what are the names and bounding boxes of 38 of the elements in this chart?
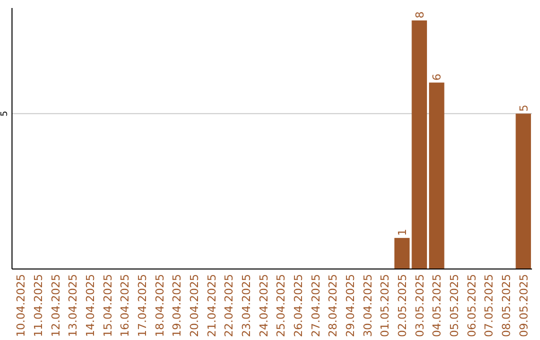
bar	[516, 114, 531, 269]
x-tick-label: 18.04.2025	[153, 274, 166, 337]
data-label: 6	[430, 74, 444, 81]
x-tick-label: 04.05.2025	[430, 274, 444, 337]
x-tick-label: 12.04.2025	[49, 274, 62, 337]
data-label: 8	[413, 11, 426, 18]
x-tick-label: 11.04.2025	[32, 274, 45, 337]
x-tick-label: 08.05.2025	[500, 274, 513, 337]
x-tick-label: 06.05.2025	[465, 274, 478, 337]
data-label: 5	[517, 104, 530, 112]
x-tick-label: 17.04.2025	[136, 274, 149, 337]
bar	[394, 238, 410, 269]
x-tick-label: 10.04.2025	[14, 274, 28, 337]
x-tick-label: 07.05.2025	[482, 274, 496, 337]
x-tick-label: 19.04.2025	[170, 274, 184, 337]
x-tick-label: 05.05.2025	[448, 274, 461, 337]
x-tick-label: 01.05.2025	[378, 274, 392, 337]
x-tick-label: 25.04.2025	[274, 274, 288, 337]
x-tick-label: 22.04.2025	[222, 274, 236, 337]
x-tick-label: 13.04.2025	[66, 274, 80, 337]
x-tick-label: 03.05.2025	[413, 274, 426, 337]
x-tick-label: 09.05.2025	[517, 274, 530, 337]
x-tick-label: 21.04.2025	[205, 274, 218, 337]
x-tick-label: 30.04.2025	[361, 274, 374, 337]
x-tick-label: 15.04.2025	[101, 274, 114, 337]
bar	[429, 82, 444, 269]
x-tick-label: 26.04.2025	[292, 274, 305, 337]
x-tick-label: 27.04.2025	[309, 274, 322, 337]
x-tick-label: 02.05.2025	[396, 274, 409, 337]
x-tick-label: 24.04.2025	[257, 274, 270, 337]
data-label: 1	[396, 228, 409, 236]
x-tick-label: 23.04.2025	[240, 274, 253, 337]
x-tick-label: 16.04.2025	[118, 274, 132, 337]
x-tick-label: 28.04.2025	[326, 274, 340, 337]
x-tick-label: 14.04.2025	[84, 274, 97, 337]
bar	[412, 20, 427, 269]
x-tick-label: 20.04.2025	[188, 274, 201, 337]
x-tick-label: 29.04.2025	[344, 274, 357, 337]
